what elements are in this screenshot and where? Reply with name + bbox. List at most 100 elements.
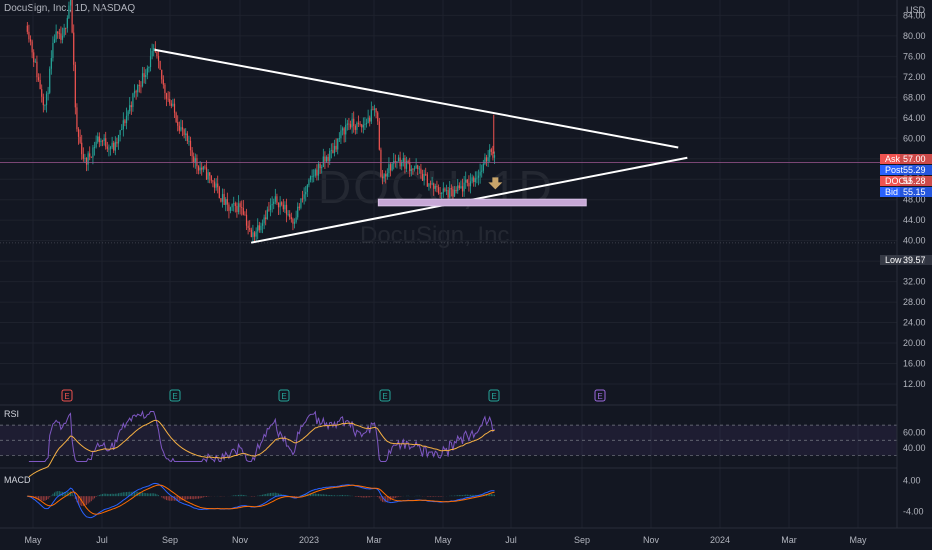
candle-body [84,157,86,159]
macd-histogram-bar [193,496,195,500]
candle-body [234,203,236,206]
price-tag-name: Low [885,255,902,265]
candle-body [353,118,355,126]
price-tag-value-bg [900,165,932,175]
candle-body [447,190,449,198]
candle-body [418,168,420,170]
candle-body [26,25,28,32]
candle-body [108,148,110,150]
earnings-marker[interactable]: E [379,389,391,402]
macd-histogram-bar [95,496,97,497]
macd-histogram-bar [36,496,38,500]
candle-body [340,130,342,139]
candle-body [81,142,83,155]
time-tick-label: Sep [574,535,590,545]
candle-body [394,160,396,162]
candle-body [236,205,238,213]
earnings-marker-label: E [491,392,496,401]
candle-body [300,198,302,208]
candle-body [122,120,124,130]
candle-body [274,196,276,202]
candle-body [444,188,446,191]
macd-histogram-bar [236,495,238,497]
candle-body [66,18,68,29]
macd-histogram-bar [481,494,483,497]
macd-histogram-bar [263,494,265,497]
macd-histogram-bar [295,496,297,497]
candle-body [290,217,292,220]
candle-body [354,125,356,130]
price-tag-name-bg [880,176,900,186]
candle-body [148,67,150,69]
candle-body [228,204,230,211]
candle-body [231,203,233,208]
macd-histogram-bar [377,496,379,497]
candle-body [165,93,168,99]
candle-body [309,176,312,180]
macd-histogram-bar [52,493,54,497]
candle-body [79,136,81,143]
upper-trendline[interactable] [154,48,679,149]
earnings-marker[interactable]: E [488,389,500,402]
support-zone[interactable] [377,198,587,207]
candle-body [409,162,411,172]
macd-histogram-bar [42,496,44,501]
macd-histogram-bar [494,494,496,497]
macd-histogram-bar [94,496,96,499]
price-tick-label: 28.00 [903,297,926,307]
macd-histogram-bar [182,496,184,501]
candle-body [141,73,144,87]
candle-body [44,105,46,106]
candle-body [73,32,75,65]
candle-body [461,186,464,192]
macd-histogram-bar [474,494,476,497]
earnings-marker-box [278,389,290,402]
macd-histogram-bar [74,496,76,500]
macd-histogram-bar [303,494,305,497]
candle-body [279,202,281,208]
time-tick-label: Jul [96,535,108,545]
macd-histogram-bar [394,496,396,498]
candle-body [285,204,288,215]
candle-body [460,186,462,189]
macd-histogram-bar [380,496,382,501]
time-tick-label: Jul [505,535,517,545]
macd-histogram-bar [327,495,329,497]
candle-body [109,147,112,149]
earnings-marker[interactable]: E [594,389,606,402]
rsi-tick-label: 60.00 [903,428,926,438]
time-tick-label: 2023 [299,535,319,545]
macd-signal-line [27,484,495,515]
candle-body [284,204,286,210]
price-tag-name-bg [880,154,900,164]
candle-body [359,123,361,125]
time-tick-label: Sep [162,535,178,545]
candle-body [45,93,48,106]
candle-body [41,89,43,97]
macd-histogram-bar [194,496,196,499]
earnings-marker[interactable]: E [61,389,73,402]
macd-histogram-bar [71,492,73,497]
candle-body [124,120,126,124]
candle-body [407,161,409,163]
macd-tick-label: 4.00 [903,476,921,486]
candle-body [186,133,188,142]
candle-body [260,225,262,231]
candle-body [33,52,35,63]
macd-histogram-bar [487,494,489,497]
macd-histogram-bar [468,494,470,497]
candle-body [117,135,120,144]
macd-histogram-bar [150,493,152,497]
earnings-marker[interactable]: E [278,389,290,402]
candle-body [77,129,80,137]
macd-histogram-bar [329,494,331,497]
earnings-marker[interactable]: E [169,389,181,402]
candle-body [361,124,363,128]
macd-histogram-bar [358,496,360,497]
candle-body [82,154,84,159]
time-tick-label: Nov [232,535,249,545]
candle-body [167,98,169,100]
macd-histogram-bar [466,494,468,497]
candle-body [298,206,300,208]
